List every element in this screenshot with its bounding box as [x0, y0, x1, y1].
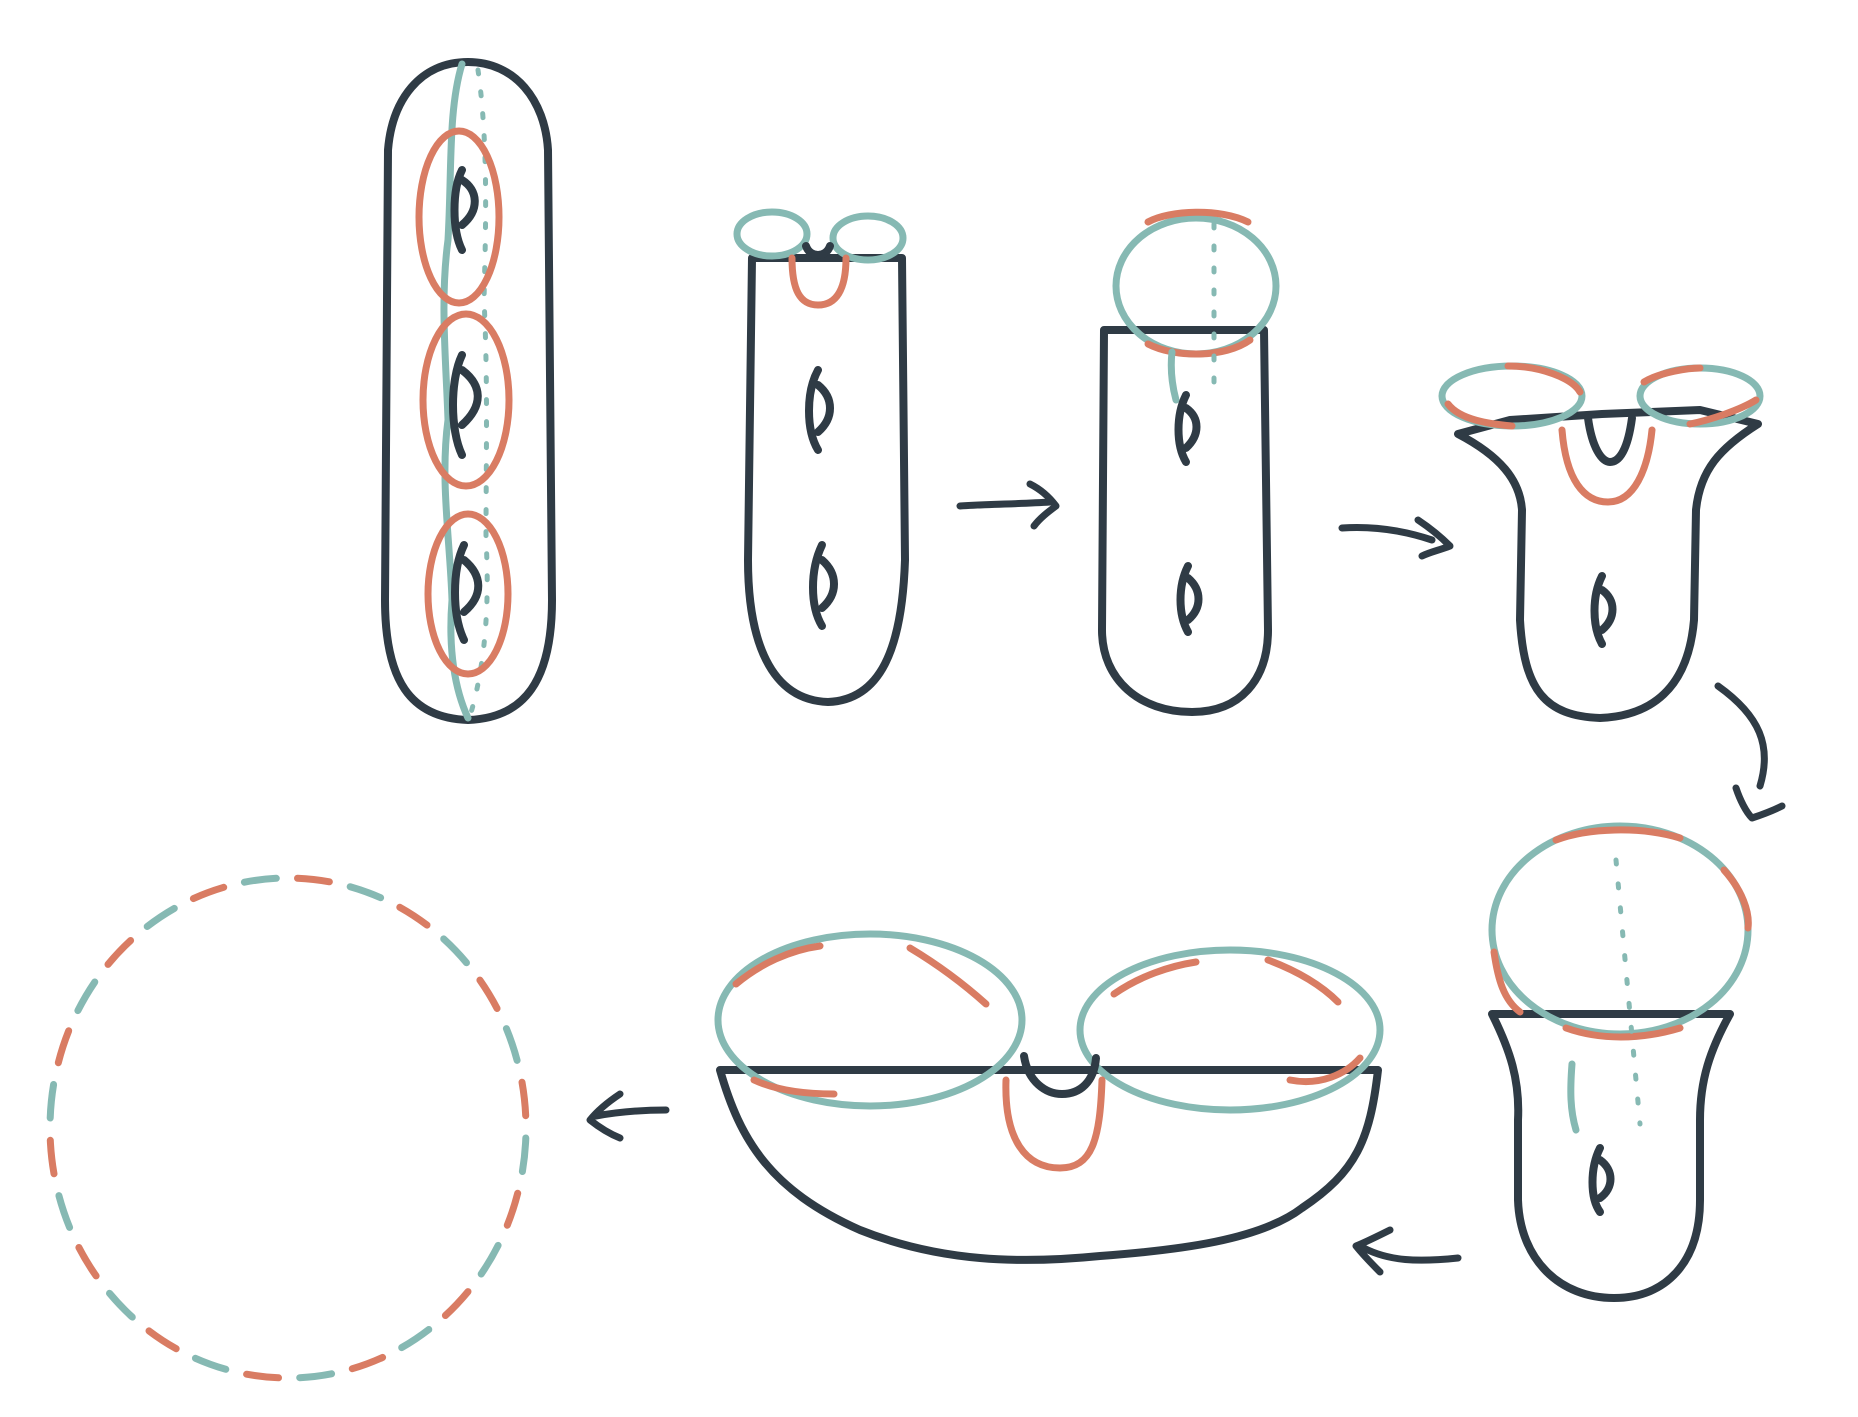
stage-2-hole-1-icon — [805, 366, 834, 454]
stage-7-boundary-segment — [440, 935, 470, 967]
stage-7-boundary-segment — [518, 1078, 530, 1120]
stage-7-polygon-disk — [46, 874, 530, 1382]
stage-5-salmon-left-arc — [1490, 948, 1524, 1016]
stage-7-boundary-segment — [189, 883, 228, 903]
stage-7-boundary-segment — [502, 1025, 521, 1064]
stage-7-boundary-segment — [54, 1027, 73, 1067]
stage-7-boundary-segment — [477, 1241, 502, 1278]
stage-4-surface — [1454, 406, 1762, 722]
stage-3-hole-2-icon — [1176, 562, 1203, 636]
stage-7-boundary-segment — [75, 1244, 100, 1280]
stage-7-boundary-segment — [74, 978, 99, 1015]
stage-6-boundary-right — [1076, 946, 1384, 1114]
stage-1-hole-3-icon — [451, 541, 483, 644]
stage-2-surface-with-two-boundaries — [733, 208, 909, 706]
stage-6-surface — [716, 1066, 1382, 1264]
arrow-right-icon — [1338, 516, 1454, 560]
arrow-left-icon — [586, 1090, 670, 1142]
stage-1-salmon-loop-1 — [415, 127, 503, 307]
stage-7-boundary-segment — [398, 1326, 433, 1352]
stage-6-salmon-right-top — [1110, 958, 1200, 998]
arrow-left-curved-icon — [1352, 1226, 1462, 1276]
stage-7-boundary-segment — [503, 1189, 522, 1229]
arrow-right-icon — [956, 480, 1060, 530]
stage-2-teal-boundary-right — [829, 212, 907, 264]
stage-2-hole-2-icon — [809, 541, 838, 630]
stage-5-boundary-circle — [1488, 822, 1752, 1038]
stage-6-salmon-right-mid — [1264, 956, 1342, 1006]
stage-7-boundary-segment — [243, 1370, 282, 1382]
stage-7-boundary-segment — [106, 1289, 136, 1321]
stage-7-boundary-segment — [191, 1354, 230, 1373]
stage-7-boundary-segment — [294, 874, 333, 886]
stage-1-salmon-loop-2 — [419, 310, 513, 490]
stage-6-boundary-left — [714, 930, 1026, 1110]
stage-3-salmon-top-arc — [1144, 208, 1252, 226]
stage-5-salmon-top-arc — [1552, 826, 1684, 844]
stage-3-hole-1-icon — [1174, 391, 1201, 466]
stage-7-boundary-segment — [348, 1353, 387, 1373]
stage-4-salmon-inner-arc — [1558, 426, 1656, 506]
stage-7-dashed-boundary — [46, 874, 530, 1382]
stage-6-flattened-surface — [714, 930, 1384, 1264]
stage-2-teal-boundary-left — [733, 208, 811, 260]
stage-6-salmon-inner-arc — [1002, 1076, 1106, 1172]
stage-5-teal-seam — [1613, 857, 1643, 1127]
stage-7-boundary-segment — [104, 937, 135, 968]
stage-4-small-cup — [1584, 414, 1636, 466]
stage-1-three-holed-surface — [381, 58, 556, 724]
stage-4-pants-surface — [1438, 362, 1764, 722]
stage-4-salmon-arc-right-bottom — [1686, 396, 1760, 428]
stage-7-boundary-segment — [296, 1370, 336, 1382]
stage-7-boundary-segment — [396, 903, 431, 929]
stage-2-surface — [744, 254, 909, 706]
stage-5-surface-with-disk — [1488, 822, 1752, 1302]
stage-7-boundary-segment — [476, 976, 501, 1012]
stage-1-teal-curve-back — [467, 67, 490, 719]
stage-2-salmon-arc — [788, 254, 850, 309]
stage-6-salmon-right-bottom — [1286, 1054, 1364, 1085]
stage-7-boundary-segment — [441, 1288, 472, 1319]
stage-3-surface — [1098, 326, 1272, 716]
stage-1-hole-2-icon — [449, 351, 482, 459]
stage-2-small-cup — [802, 242, 834, 259]
stage-1-surface — [381, 58, 556, 724]
stage-5-surface — [1488, 1010, 1734, 1302]
stage-6-small-cup — [1020, 1052, 1100, 1098]
stage-1-hole-1-icon — [450, 166, 479, 254]
stage-4-salmon-arc-right-top — [1640, 364, 1704, 386]
stage-7-boundary-segment — [55, 1192, 74, 1231]
stage-6-salmon-left-top — [732, 942, 824, 988]
stage-5-hole-icon — [1588, 1144, 1615, 1216]
stage-6-salmon-left-bottom — [750, 1076, 838, 1098]
stage-7-boundary-segment — [518, 1134, 530, 1175]
stage-4-salmon-arc-left-bottom — [1444, 400, 1516, 430]
stage-4-hole-icon — [1590, 572, 1617, 648]
stage-7-boundary-segment — [46, 1136, 58, 1178]
stage-7-boundary-segment — [143, 904, 178, 930]
stage-7-boundary-segment — [346, 883, 385, 902]
stage-6-salmon-left-mid — [906, 944, 990, 1008]
arrow-down-curved-icon — [1714, 682, 1786, 822]
stage-7-boundary-segment — [240, 874, 280, 886]
stage-7-boundary-segment — [145, 1327, 180, 1353]
stage-1-salmon-loop-3 — [424, 510, 512, 678]
stage-1-teal-curve-front — [440, 60, 472, 722]
stage-5-salmon-bottom-arc — [1562, 1024, 1684, 1041]
stage-4-salmon-arc-left-top — [1504, 362, 1584, 396]
stage-3-surface-with-one-boundary — [1098, 208, 1280, 716]
stage-7-boundary-segment — [46, 1081, 58, 1122]
stage-3-teal-seam-front — [1167, 348, 1180, 404]
stage-5-salmon-right-arc — [1720, 866, 1752, 932]
stage-3-salmon-bottom-arc — [1144, 336, 1254, 358]
stage-5-teal-seam-front — [1567, 1060, 1580, 1134]
